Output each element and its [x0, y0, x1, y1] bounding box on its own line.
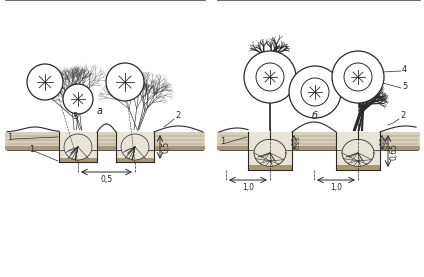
Text: 3: 3: [72, 112, 77, 121]
Bar: [217, 146, 420, 150]
Text: а: а: [97, 106, 103, 116]
Text: 1,0: 1,0: [242, 183, 254, 192]
Circle shape: [301, 78, 329, 106]
Bar: [5, 0, 205, 277]
Bar: [248, 132, 292, 170]
Text: 0,25: 0,25: [295, 135, 300, 149]
Circle shape: [289, 66, 341, 118]
Bar: [116, 132, 154, 162]
Circle shape: [332, 51, 384, 103]
Polygon shape: [342, 139, 374, 166]
Bar: [116, 158, 154, 163]
Text: 1: 1: [7, 133, 12, 142]
Text: 4: 4: [402, 65, 407, 74]
Circle shape: [106, 63, 144, 101]
Circle shape: [27, 64, 63, 100]
Circle shape: [244, 51, 296, 103]
Bar: [217, 132, 420, 150]
Text: 1: 1: [220, 137, 225, 146]
Text: 0,65: 0,65: [390, 142, 399, 160]
Circle shape: [344, 63, 372, 91]
Text: 1: 1: [29, 145, 34, 154]
Bar: [217, 0, 420, 277]
Circle shape: [256, 63, 284, 91]
Bar: [59, 158, 97, 163]
Text: 0,25: 0,25: [383, 135, 388, 149]
Polygon shape: [254, 139, 286, 166]
Bar: [5, 132, 205, 150]
Text: 2: 2: [400, 111, 405, 120]
Bar: [336, 165, 380, 170]
Ellipse shape: [121, 134, 149, 160]
Text: б: б: [312, 111, 318, 121]
Text: 1,0: 1,0: [330, 183, 342, 192]
Circle shape: [63, 84, 93, 114]
Text: 0,5: 0,5: [100, 175, 112, 184]
Bar: [5, 146, 205, 150]
Text: 2: 2: [175, 111, 180, 120]
Bar: [248, 165, 292, 170]
Bar: [59, 132, 97, 162]
Text: 0,5: 0,5: [162, 141, 171, 153]
Text: 5: 5: [402, 82, 407, 91]
Bar: [336, 132, 380, 170]
Ellipse shape: [64, 134, 92, 160]
